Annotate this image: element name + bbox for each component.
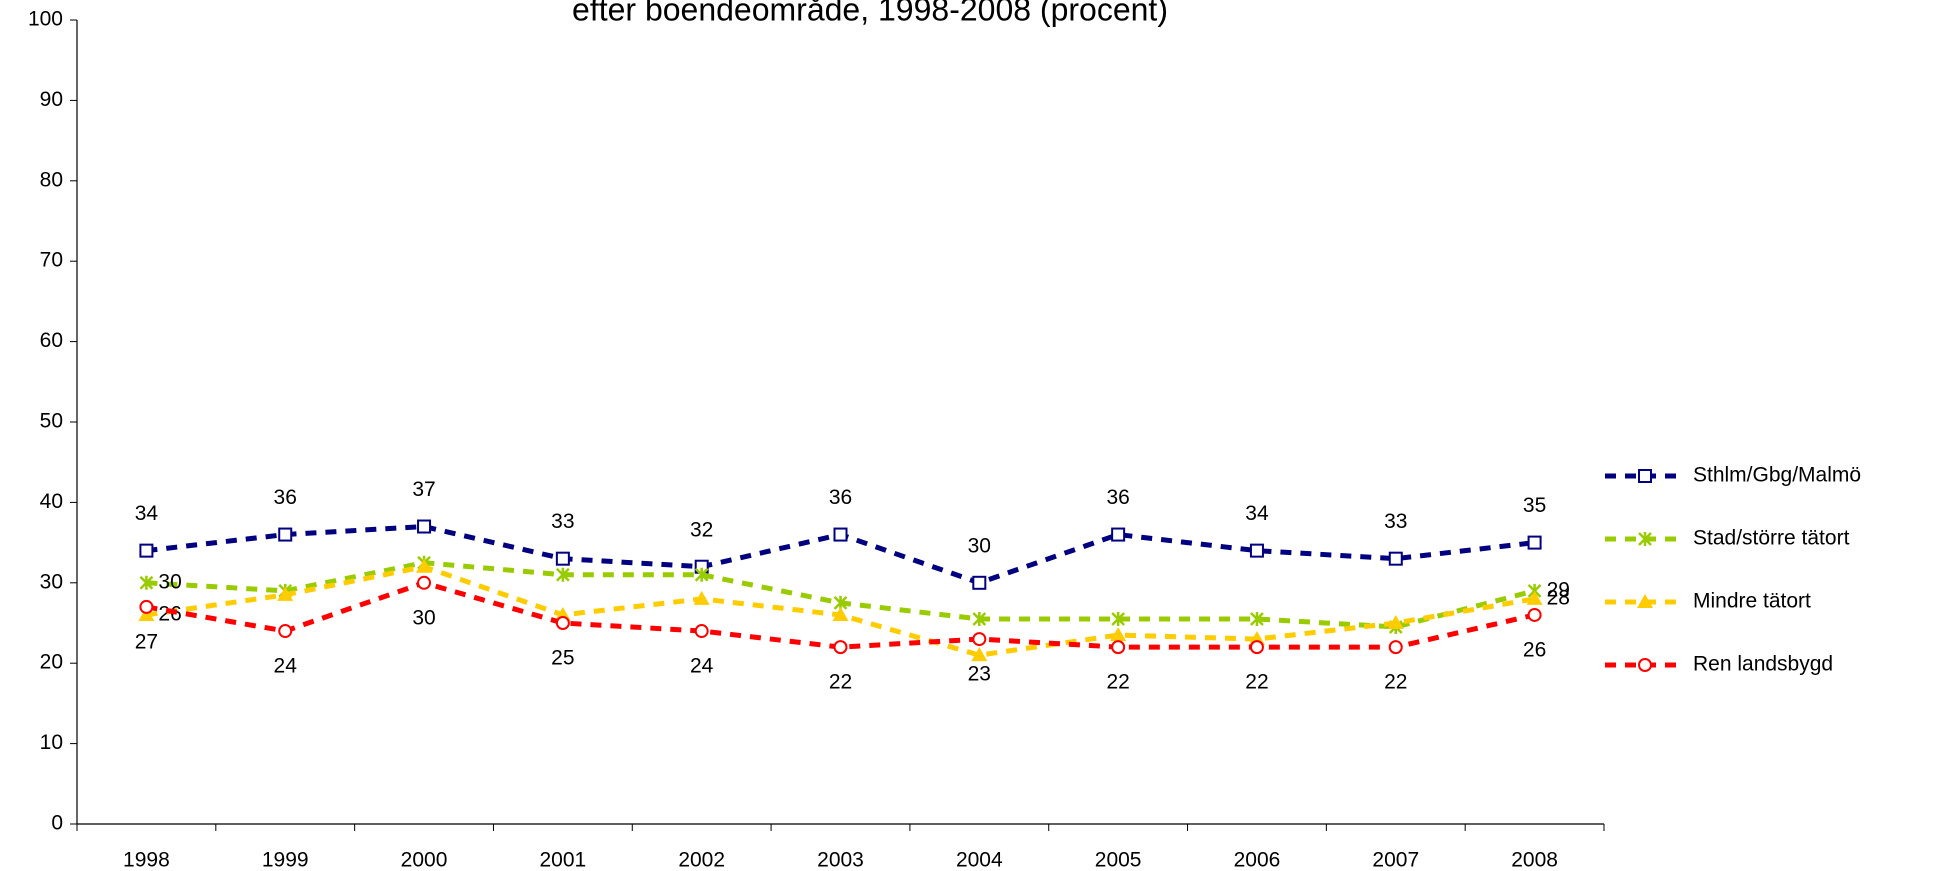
y-tick-label: 80 [40, 168, 63, 191]
y-tick-label: 10 [40, 731, 63, 754]
data-point [693, 590, 710, 605]
x-tick-label: 2007 [1372, 849, 1419, 871]
legend-marker [1638, 469, 1652, 483]
data-point [972, 632, 987, 647]
data-point [1250, 611, 1264, 626]
y-tick-label: 60 [40, 329, 63, 352]
data-label: 27 [135, 630, 158, 653]
data-label: 34 [1245, 502, 1269, 525]
data-label: 36 [1106, 486, 1129, 509]
data-point [1110, 627, 1127, 642]
y-tick-label: 100 [28, 8, 63, 31]
data-label: 33 [551, 510, 574, 533]
x-tick-label: 2004 [956, 849, 1003, 871]
x-tick-label: 2003 [817, 849, 864, 871]
data-point [1111, 640, 1126, 655]
data-label: 26 [1523, 639, 1546, 662]
data-label: 32 [690, 518, 713, 541]
legend-label: Mindre tätort [1693, 590, 1811, 613]
legend-marker [1637, 594, 1653, 608]
x-tick-label: 2005 [1095, 849, 1142, 871]
data-point [1387, 615, 1404, 629]
data-point [278, 527, 293, 542]
data-point [1388, 551, 1403, 566]
data-point [1111, 611, 1126, 626]
data-label: 30 [412, 606, 435, 629]
data-label: 34 [135, 502, 159, 525]
data-label: 28 [1547, 586, 1570, 609]
data-point [278, 624, 293, 639]
data-point [139, 575, 154, 590]
data-label: 26 [158, 603, 181, 626]
data-label: 36 [274, 486, 297, 509]
x-tick-label: 2006 [1234, 849, 1281, 871]
y-tick-label: 90 [40, 88, 63, 111]
data-point [971, 647, 988, 662]
data-point [1111, 527, 1126, 542]
data-point [833, 640, 848, 655]
data-point [972, 611, 987, 626]
x-tick-label: 2001 [540, 849, 587, 871]
chart-title: efter boendeområde, 1998-2008 (procent) [572, 0, 1168, 27]
data-point [416, 558, 433, 573]
data-label: 33 [1384, 510, 1407, 533]
y-tick-label: 20 [40, 651, 63, 674]
data-label: 37 [412, 478, 435, 501]
data-point [972, 575, 987, 590]
data-point [832, 606, 849, 621]
data-label: 29 [1547, 578, 1570, 601]
data-point [694, 567, 709, 582]
legend-marker [1638, 532, 1652, 546]
data-point [555, 567, 570, 582]
y-tick-label: 40 [40, 490, 63, 513]
data-label: 22 [1106, 671, 1129, 694]
legend-marker [1638, 658, 1652, 672]
data-point [1526, 590, 1543, 605]
data-point [1527, 535, 1542, 550]
data-label: 36 [829, 486, 852, 509]
legend-label: Ren landsbygd [1693, 653, 1833, 676]
y-tick-label: 0 [51, 812, 63, 835]
data-label: 30 [158, 570, 181, 593]
data-point [555, 551, 570, 566]
y-tick-label: 50 [40, 410, 63, 433]
data-label: 22 [829, 671, 852, 694]
data-label: 24 [690, 655, 714, 678]
data-point [555, 616, 570, 630]
x-tick-label: 1999 [262, 849, 309, 871]
data-point [1388, 640, 1403, 655]
data-label: 35 [1523, 494, 1546, 517]
data-label: 23 [968, 663, 991, 686]
data-point [277, 586, 294, 601]
data-point [833, 527, 848, 542]
data-label: 30 [968, 534, 991, 557]
x-tick-label: 2000 [401, 849, 448, 871]
data-point [417, 519, 432, 534]
data-point [1527, 607, 1542, 622]
data-point [139, 599, 154, 614]
data-point [417, 575, 432, 590]
data-label: 24 [274, 655, 298, 678]
data-label: 22 [1384, 671, 1407, 694]
legend-label: Stad/större tätort [1693, 527, 1850, 550]
legend-label: Sthlm/Gbg/Malmö [1693, 464, 1861, 487]
x-tick-label: 2002 [678, 849, 725, 871]
data-point [139, 543, 154, 558]
data-label: 25 [551, 647, 574, 670]
data-point [138, 606, 155, 621]
x-tick-label: 1998 [123, 849, 170, 871]
y-tick-label: 70 [40, 249, 63, 272]
data-point [1249, 640, 1264, 655]
y-tick-label: 30 [40, 570, 63, 593]
data-point [694, 624, 709, 639]
data-label: 22 [1245, 671, 1268, 694]
data-point [1249, 543, 1264, 558]
x-tick-label: 2008 [1511, 849, 1558, 871]
